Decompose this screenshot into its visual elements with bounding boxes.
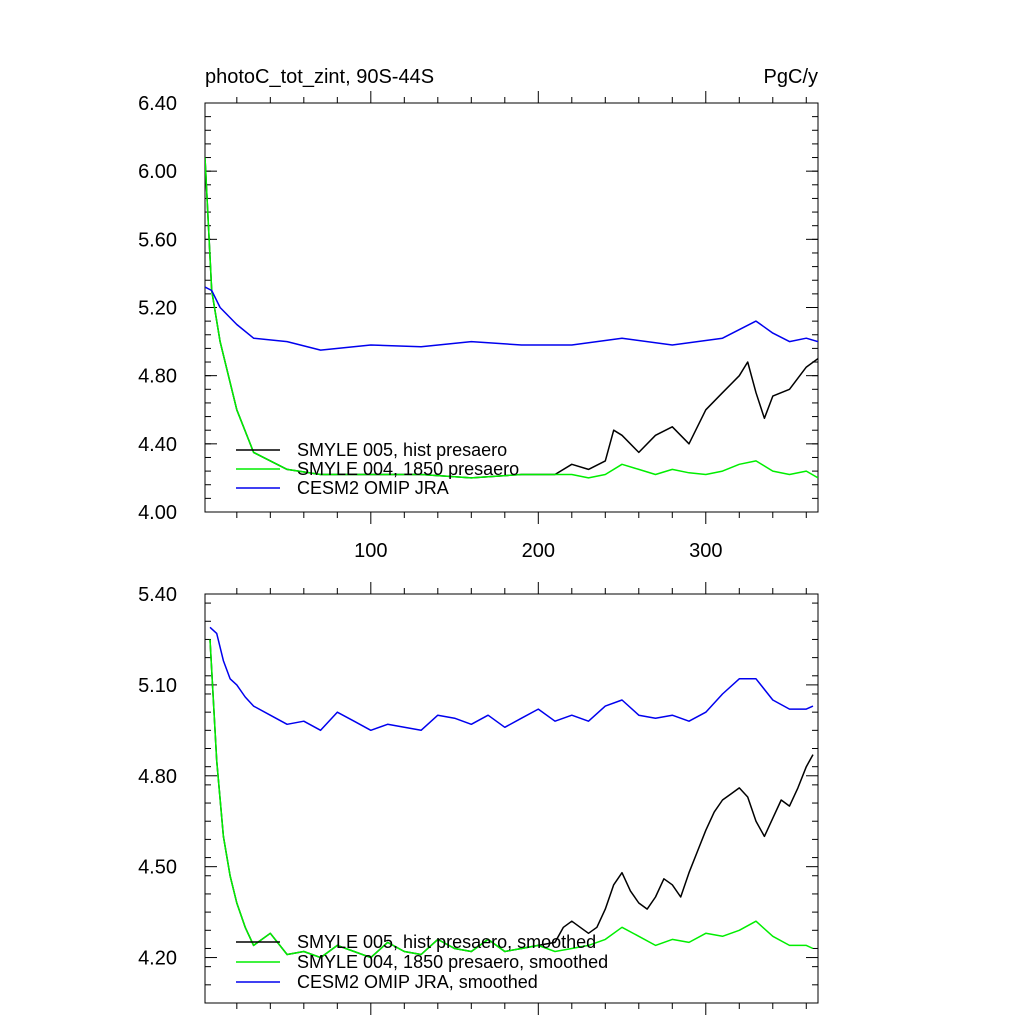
y-tick-label: 4.50 [138, 857, 177, 879]
series-line-1 [209, 639, 814, 959]
y-tick-label: 6.00 [138, 161, 177, 183]
legend-label: CESM2 OMIP JRA, smoothed [297, 972, 538, 992]
y-tick-label: 5.60 [138, 229, 177, 251]
x-tick-label: 200 [522, 540, 555, 562]
legend-label: SMYLE 004, 1850 presaero [297, 459, 519, 479]
y-tick-label: 4.00 [138, 502, 177, 524]
x-tick-label: 300 [689, 540, 722, 562]
chart-title: photoC_tot_zint, 90S-44S [205, 66, 434, 88]
top-panel: photoC_tot_zint, 90S-44S PgC/y 4.00 4.40 4… [138, 66, 819, 562]
legend-label: SMYLE 005, hist presaero [297, 440, 507, 460]
y-tick-label: 4.40 [138, 434, 177, 456]
y-tick-label: 5.20 [138, 298, 177, 320]
y-tick-label: 6.40 [138, 93, 177, 115]
units-label: PgC/y [764, 66, 818, 88]
legend-label: SMYLE 005, hist presaero, smoothed [297, 932, 596, 952]
bottom-panel: 4.20 4.50 4.80 5.10 5.40 SMYLE 005, hist pres… [138, 582, 819, 1015]
y-tick-label: 4.80 [138, 766, 177, 788]
legend-label: CESM2 OMIP JRA [297, 478, 449, 498]
y-tick-label: 4.20 [138, 948, 177, 970]
y-tick-label: 5.40 [138, 584, 177, 606]
legend-label: SMYLE 004, 1850 presaero, smoothed [297, 952, 608, 972]
series-line-1 [205, 157, 818, 479]
series-line-3 [209, 626, 814, 732]
y-tick-label: 5.10 [138, 675, 177, 697]
plot-frame [204, 593, 819, 1004]
series-line-2 [209, 639, 814, 959]
series-line-3 [205, 286, 818, 351]
series-line-2 [205, 157, 818, 479]
x-tick-label: 100 [354, 540, 387, 562]
y-tick-label: 4.80 [138, 366, 177, 388]
